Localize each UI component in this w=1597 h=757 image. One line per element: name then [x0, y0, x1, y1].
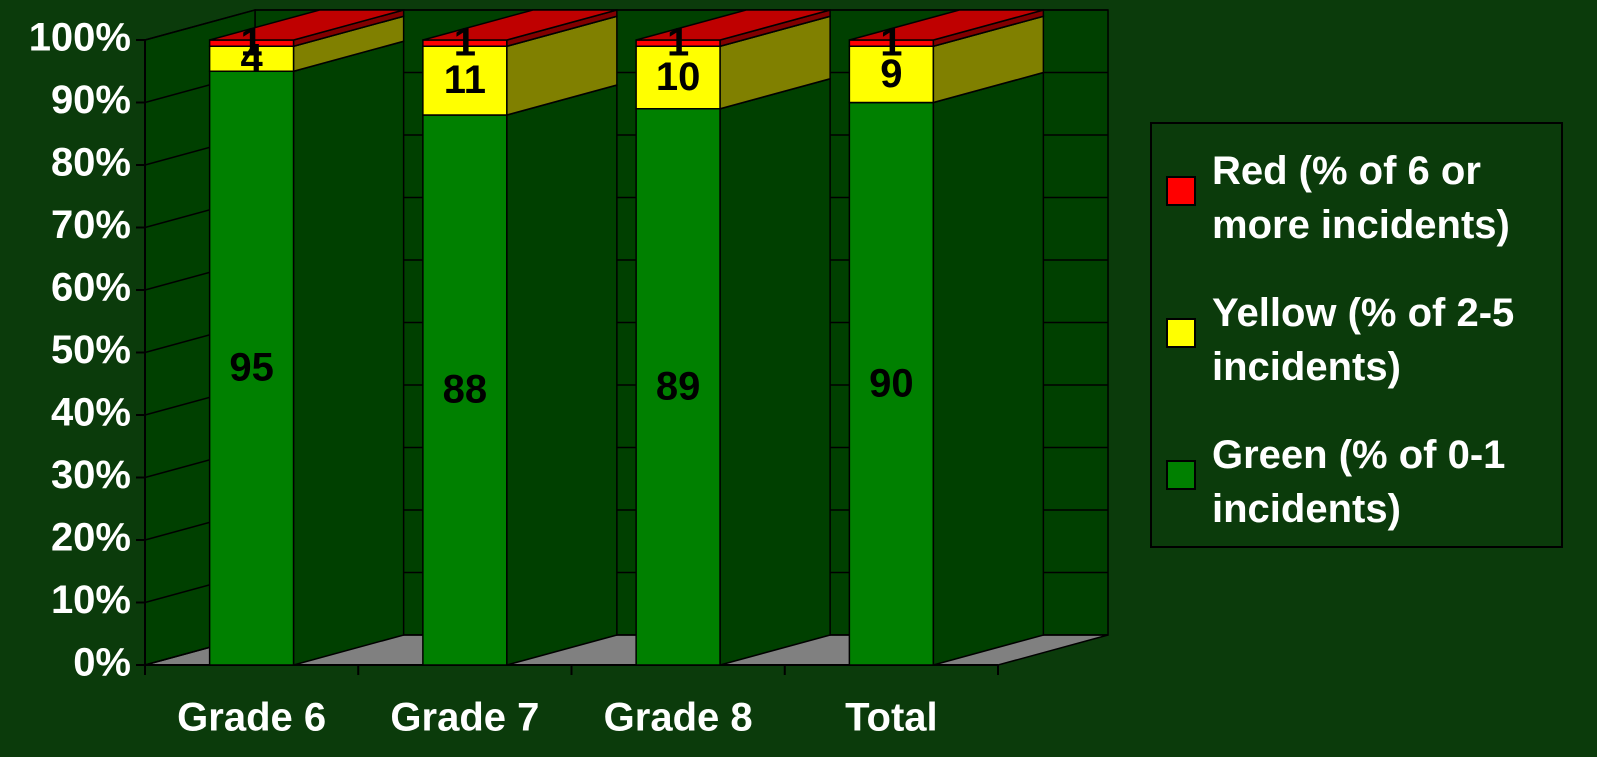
legend-label: Yellow (% of 2-5 incidents) — [1212, 291, 1515, 389]
y-tick-label: 30% — [51, 453, 131, 497]
x-tick-label: Total — [845, 696, 938, 740]
data-label: 11 — [444, 58, 486, 102]
y-tick-label: 70% — [51, 203, 131, 247]
data-label: 89 — [656, 364, 701, 408]
legend-swatch — [1166, 176, 1196, 206]
y-tick-label: 0% — [73, 641, 131, 685]
bar-segment — [208, 45, 295, 72]
data-label: 88 — [443, 368, 488, 412]
data-label: 1 — [454, 21, 476, 65]
bar-segment — [422, 45, 508, 116]
legend-swatch — [1166, 318, 1196, 348]
x-tick-label: Grade 6 — [177, 696, 326, 740]
bar-side — [292, 40, 405, 666]
bar-segment — [422, 114, 508, 666]
bar-top — [422, 9, 618, 41]
y-tick-label: 80% — [51, 141, 131, 185]
y-tick-label: 10% — [51, 578, 131, 622]
legend-swatch — [1166, 460, 1196, 490]
data-label: 1 — [241, 21, 263, 65]
bar-top — [849, 9, 1044, 41]
y-tick-label: 60% — [51, 266, 131, 310]
y-tick-label: 40% — [51, 391, 131, 435]
legend-label: Green (% of 0-1 incidents) — [1212, 433, 1506, 531]
y-tick-label: 100% — [29, 16, 131, 60]
x-tick-label: Grade 7 — [390, 696, 539, 740]
bar-side — [506, 84, 618, 666]
data-label: 4 — [241, 36, 264, 80]
bar-top — [209, 9, 404, 41]
bar-top — [635, 9, 831, 41]
data-label: 10 — [656, 55, 701, 99]
legend: Red (% of 6 or more incidents) Yellow (% … — [1150, 122, 1563, 548]
legend-label: Red (% of 6 or more incidents) — [1212, 149, 1510, 247]
data-label: 95 — [229, 346, 274, 390]
bar-side — [719, 77, 831, 666]
x-tick-label: Grade 8 — [604, 696, 753, 740]
y-tick-label: 90% — [51, 78, 131, 122]
data-label: 1 — [667, 21, 689, 65]
y-tick-label: 20% — [51, 516, 131, 560]
y-tick-label: 50% — [51, 328, 131, 372]
data-label: 9 — [880, 52, 902, 96]
data-label: 90 — [869, 361, 914, 405]
bar-side — [932, 71, 1045, 666]
data-label: 1 — [880, 21, 902, 65]
